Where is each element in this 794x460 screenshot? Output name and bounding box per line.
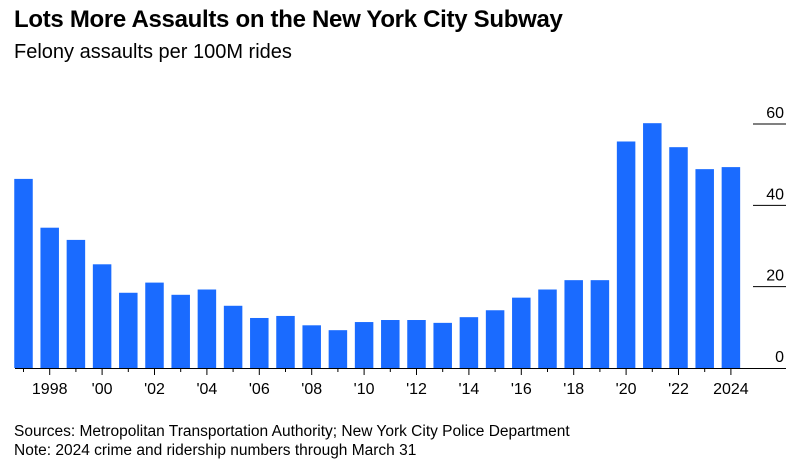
bar-2002 (145, 282, 164, 368)
chart-subtitle: Felony assaults per 100M rides (14, 41, 292, 63)
x-tick-label: '06 (249, 381, 270, 398)
bar-2015 (485, 310, 505, 368)
chart-title: Lots More Assaults on the New York City … (14, 6, 563, 33)
gridlines (753, 123, 786, 288)
x-tick-label: '18 (563, 381, 584, 398)
x-tick-label: '22 (668, 381, 689, 398)
bar-2011 (381, 320, 400, 368)
bar-2001 (119, 292, 138, 368)
y-tick-label: 0 (775, 349, 784, 366)
x-tick-label: '14 (458, 381, 479, 398)
x-tick-label: 2024 (713, 381, 749, 398)
bars (14, 123, 741, 368)
note-text: Note: 2024 crime and ridership numbers t… (14, 442, 417, 459)
x-tick-label: '04 (196, 381, 217, 398)
bar-2018 (564, 280, 583, 368)
x-axis: 1998 '00 '02 '04 '06 '08 '10 '12 '14 '16 '18 '20 '22… (15, 368, 786, 398)
bar-2000 (92, 264, 112, 368)
sources-text: Sources: Metropolitan Transportation Aut… (14, 423, 570, 440)
bar-1997 (14, 178, 33, 368)
bar-2010 (354, 322, 374, 368)
bar-2022 (669, 147, 688, 368)
bar-2005 (223, 305, 243, 368)
bar-2009 (328, 330, 348, 368)
y-tick-label: 40 (766, 186, 784, 203)
x-tick-label: '08 (301, 381, 322, 398)
x-tick-label: '10 (354, 381, 375, 398)
bar-2017 (538, 289, 557, 368)
bar-2004 (197, 289, 217, 368)
bar-1999 (66, 239, 86, 368)
x-tick-label: '20 (616, 381, 637, 398)
bar-2020 (616, 141, 636, 368)
bar-2007 (276, 315, 295, 368)
x-tick-label: '02 (144, 381, 165, 398)
bar-chart: 1998 '00 '02 '04 '06 '08 '10 '12 '14 '16 '18 '20 '22… (14, 105, 786, 398)
bar-2021 (643, 123, 662, 368)
bar-2019 (590, 280, 610, 368)
bar-1998 (40, 227, 59, 368)
bar-2023 (695, 169, 714, 368)
bar-2024 (721, 167, 741, 368)
x-tick-label: 1998 (32, 381, 68, 398)
bar-2006 (250, 317, 269, 368)
y-tick-label: 20 (766, 268, 784, 285)
bar-2014 (459, 317, 479, 368)
bar-2012 (407, 320, 426, 368)
footnotes: Sources: Metropolitan Transportation Aut… (14, 422, 570, 460)
x-tick-label: '12 (406, 381, 427, 398)
bar-2016 (512, 297, 531, 368)
y-tick-label: 60 (766, 105, 784, 122)
bar-2003 (171, 294, 190, 368)
bar-2013 (433, 322, 452, 368)
bar-2008 (302, 325, 321, 368)
x-tick-label: '16 (511, 381, 532, 398)
x-tick-label: '00 (92, 381, 113, 398)
y-axis-labels: 0 20 40 60 (766, 105, 784, 366)
